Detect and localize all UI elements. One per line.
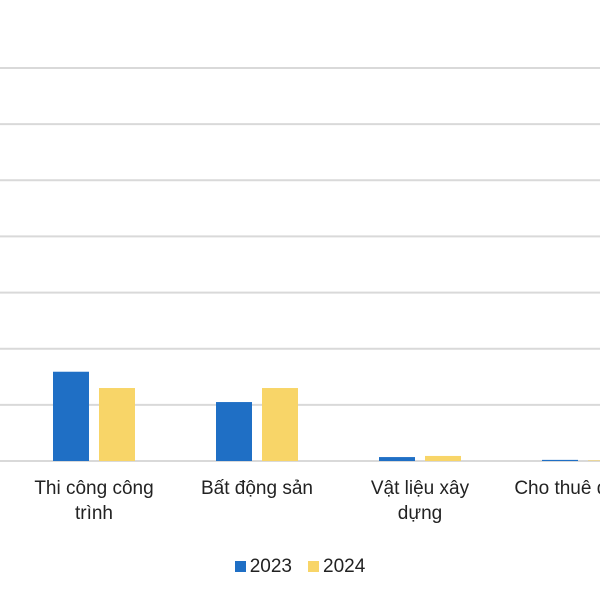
bar [588, 460, 600, 461]
legend-item: 2024 [308, 556, 365, 578]
x-tick-label: Bất động sản [201, 478, 313, 499]
bar [216, 402, 252, 461]
legend-swatch [234, 561, 246, 572]
legend-label: 2024 [323, 556, 366, 577]
bar [542, 459, 578, 461]
bar [99, 388, 135, 461]
legend-swatch [308, 561, 319, 572]
x-tick-label: Vật liệu xây dựng [370, 478, 470, 524]
bar [53, 371, 89, 461]
bar [425, 455, 461, 461]
legend-label: 2023 [249, 556, 292, 577]
x-tick-label: Cho thuê đầu tư [514, 478, 600, 499]
legend: 2023 2024 [0, 556, 600, 578]
legend-item: 2023 [234, 556, 292, 578]
x-tick-label: Thi công công trình [34, 478, 154, 524]
bar [379, 457, 415, 461]
bar [262, 388, 298, 461]
